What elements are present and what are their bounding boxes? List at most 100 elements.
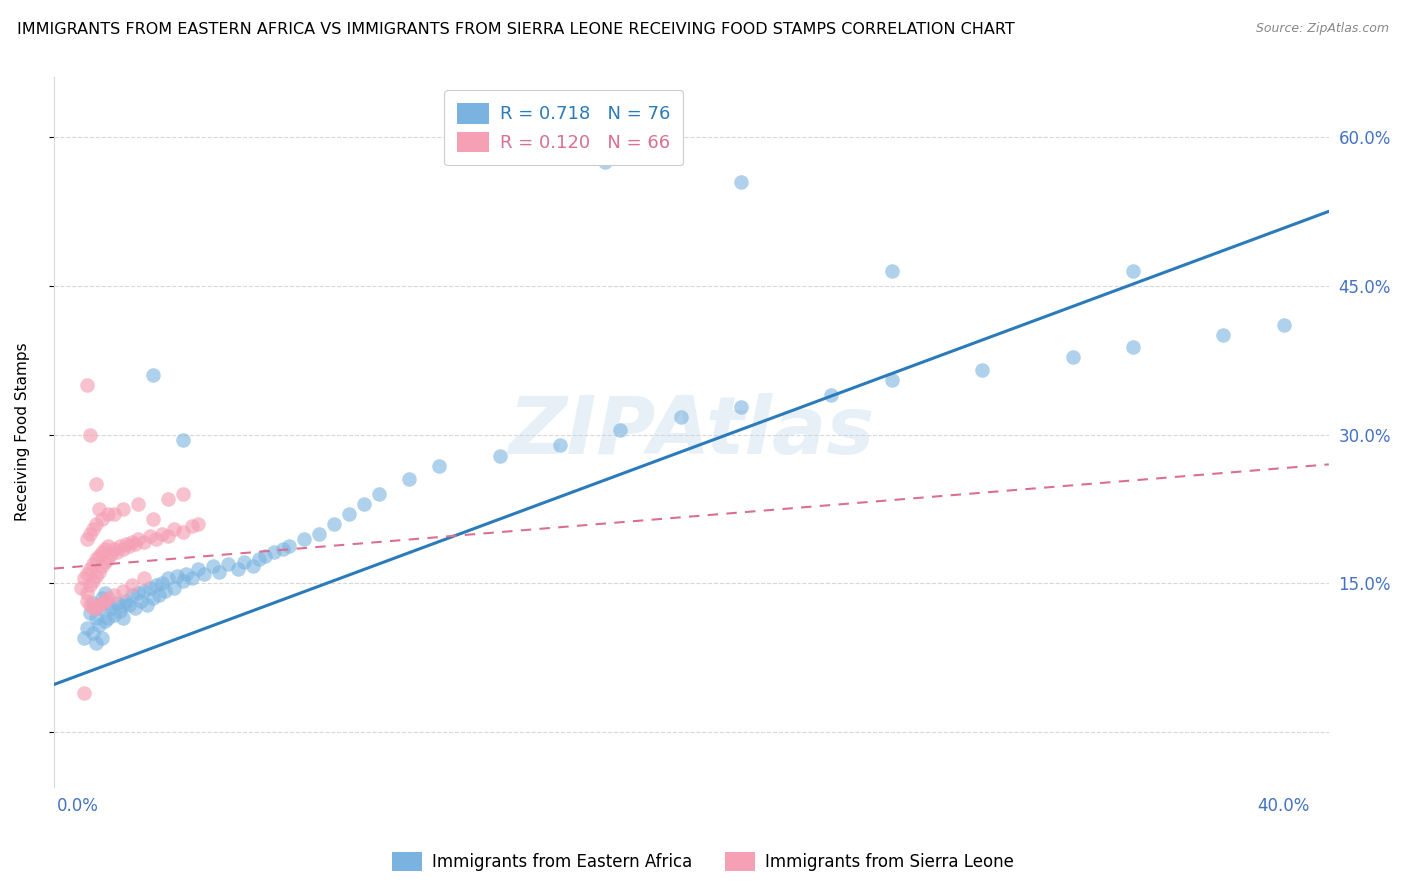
Point [145,532,167,546]
Point [76,586,98,600]
Point [193,566,215,581]
Point [76,532,98,546]
Point [129,594,152,608]
Point [115,537,138,551]
Point [82,626,104,640]
Point [271,541,294,556]
Point [127,532,149,546]
Point [609,423,631,437]
Point [292,532,315,546]
Point [87,618,110,632]
Point [111,611,134,625]
Point [242,558,264,573]
Point [148,588,170,602]
Point [84,636,107,650]
Point [172,487,194,501]
Point [337,507,360,521]
Point [111,584,134,599]
Point [121,578,143,592]
Point [82,601,104,615]
Point [97,539,120,553]
Point [76,566,98,581]
Point [84,477,107,491]
Point [79,599,101,613]
Legend: Immigrants from Eastern Africa, Immigrants from Sierra Leone: Immigrants from Eastern Africa, Immigran… [384,843,1022,880]
Point [103,507,125,521]
Text: IMMIGRANTS FROM EASTERN AFRICA VS IMMIGRANTS FROM SIERRA LEONE RECEIVING FOOD ST: IMMIGRANTS FROM EASTERN AFRICA VS IMMIGR… [17,22,1015,37]
Point [1122,340,1144,354]
Point [97,611,120,625]
Point [132,584,155,599]
Point [87,599,110,613]
Point [132,572,155,586]
Point [84,516,107,531]
Point [100,547,122,561]
Point [157,529,180,543]
Point [97,551,120,566]
Point [172,574,194,589]
Point [1212,328,1234,343]
Point [82,557,104,571]
Point [82,522,104,536]
Point [166,568,188,582]
Point [132,534,155,549]
Point [90,591,112,606]
Point [121,534,143,549]
Point [174,566,197,581]
Point [157,572,180,586]
Point [127,497,149,511]
Point [90,512,112,526]
Point [153,584,176,599]
Point [103,608,125,623]
Point [308,526,330,541]
Point [139,529,162,543]
Point [79,526,101,541]
Point [181,572,204,586]
Point [76,378,98,392]
Point [172,524,194,539]
Point [84,611,107,625]
Point [82,596,104,610]
Point [84,601,107,615]
Point [548,437,571,451]
Point [1272,318,1295,333]
Point [353,497,375,511]
Point [142,512,165,526]
Point [139,582,162,596]
Point [187,516,209,531]
Point [108,539,131,553]
Point [87,549,110,563]
Point [94,614,117,628]
Point [142,591,165,606]
Point [118,539,141,553]
Point [105,596,128,610]
Point [105,544,128,558]
Point [79,427,101,442]
Y-axis label: Receiving Food Stamps: Receiving Food Stamps [15,343,30,522]
Point [121,588,143,602]
Point [84,568,107,582]
Point [217,557,239,571]
Point [76,594,98,608]
Point [111,502,134,516]
Point [118,599,141,613]
Point [73,685,96,699]
Point [1062,350,1084,364]
Point [172,433,194,447]
Point [79,578,101,592]
Point [97,596,120,610]
Point [730,175,752,189]
Point [820,388,842,402]
Point [253,549,276,563]
Point [94,541,117,556]
Point [97,591,120,606]
Point [82,574,104,589]
Point [73,572,96,586]
Point [145,578,167,592]
Point [972,363,994,377]
Point [87,502,110,516]
Point [103,541,125,556]
Point [150,576,173,591]
Point [87,565,110,579]
Point [163,522,186,536]
